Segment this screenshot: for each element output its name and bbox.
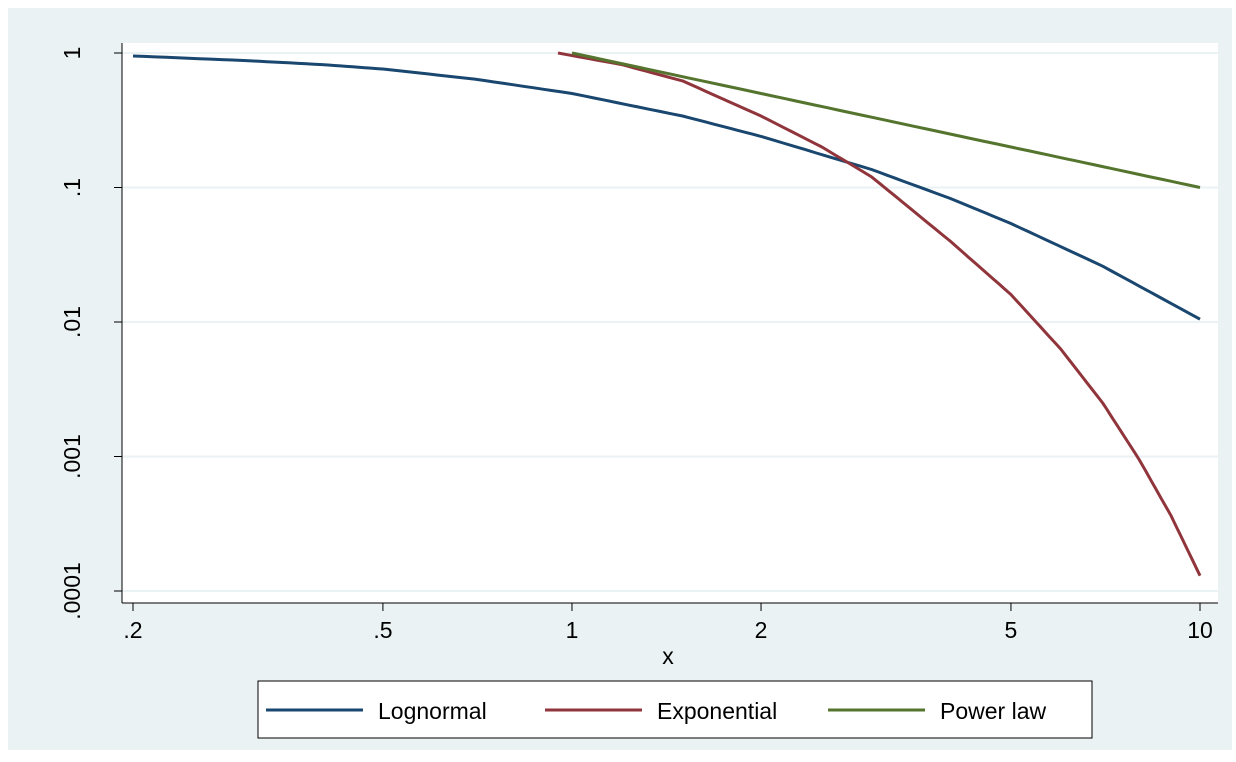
x-ticks: .2 .5 1 2 5 10 [123,603,1213,643]
legend-box [257,680,1093,739]
x-tick-label: 1 [566,617,579,643]
y-tick-label: .001 [59,434,85,479]
y-ticks: 1 .1 .01 .001 .0001 [59,47,122,620]
y-tick-label: .01 [59,306,85,338]
x-axis-title: x [662,643,674,669]
x-tick-label: 5 [1005,617,1018,643]
y-tick-label: .0001 [59,562,85,620]
series-line-lognormal [132,54,1201,321]
x-tick-label: 2 [755,617,768,643]
axes [121,43,1218,604]
legend-label-power-law: Power law [940,698,1046,724]
series-line-power-law [571,51,1201,189]
series-line-exponential [557,51,1202,577]
line-chart: .2 .5 1 2 5 10 1 .1 .01 .001 .0001 x Lognormal Exp… [59,43,1218,739]
x-tick-label: .5 [373,617,392,643]
series-layer [132,51,1202,577]
y-tick-label: 1 [59,47,85,60]
x-tick-label: .2 [123,617,142,643]
y-tick-label: .1 [59,178,85,197]
legend-label-lognormal: Lognormal [378,698,487,724]
chart-frame: .2 .5 1 2 5 10 1 .1 .01 .001 .0001 x Lognormal Exp… [8,8,1232,750]
x-tick-label: 10 [1187,617,1213,643]
legend: Lognormal Exponential Power law [257,680,1093,739]
legend-label-exponential: Exponential [657,698,777,724]
